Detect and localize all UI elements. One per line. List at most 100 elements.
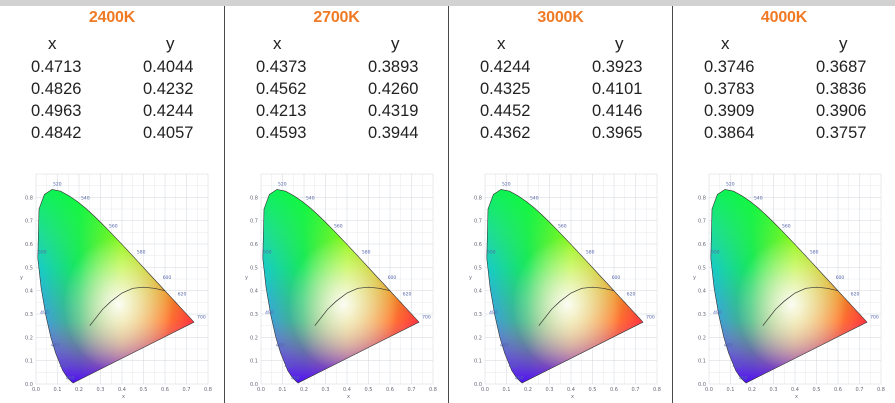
coordinate-row: 0.4325 0.4101 xyxy=(449,80,672,102)
x-tick-label: 0.3 xyxy=(546,387,554,393)
coordinate-row: 0.3783 0.3836 xyxy=(673,80,895,102)
y-tick-label: 0.0 xyxy=(25,382,33,388)
y-value: 0.4232 xyxy=(143,80,194,98)
x-tick-label: 0.7 xyxy=(183,387,191,393)
y-tick-label: 0.1 xyxy=(250,359,258,365)
chromaticity-diagram: 520 540 560 580 600 620 700 500 490 480 470 460 0.0 0… xyxy=(241,168,445,400)
x-tick-label: 0.1 xyxy=(279,387,287,393)
x-value: 0.3909 xyxy=(704,102,755,120)
y-tick-label: 0.2 xyxy=(25,335,33,341)
spectral-locus xyxy=(262,189,420,384)
y-tick-label: 0.6 xyxy=(25,242,33,248)
x-tick-label: 0.4 xyxy=(343,387,351,393)
wavelength-label: 500 xyxy=(38,249,47,255)
y-header: y xyxy=(615,34,624,53)
coordinate-header: x y xyxy=(0,34,224,56)
temperature-heading: 3000K xyxy=(537,9,584,26)
x-tick-label: 0.2 xyxy=(524,387,532,393)
coordinate-header: x y xyxy=(673,34,895,56)
x-tick-label: 0.6 xyxy=(386,387,394,393)
y-axis-label: y xyxy=(20,275,23,281)
wavelength-label: 540 xyxy=(306,196,315,202)
wavelength-label: 600 xyxy=(836,275,845,281)
y-axis-label: y xyxy=(245,275,248,281)
wavelength-label: 480 xyxy=(724,343,733,349)
spec-table: 2400K x y 0.4713 0.4044 0.4826 0.4232 0.49… xyxy=(0,6,895,403)
coordinate-row: 0.4562 0.4260 xyxy=(225,80,448,102)
x-tick-label: 0.0 xyxy=(32,387,40,393)
x-tick-label: 0.2 xyxy=(75,387,83,393)
y-value: 0.4101 xyxy=(592,80,643,98)
spectral-locus xyxy=(486,189,644,384)
wavelength-label: 460 xyxy=(291,375,300,381)
wavelength-label: 540 xyxy=(754,196,763,202)
wavelength-label: 500 xyxy=(263,249,272,255)
x-value: 0.4362 xyxy=(480,124,531,142)
column-4000k: 4000K x y 0.3746 0.3687 0.3783 0.3836 0.39… xyxy=(672,6,895,403)
y-tick-label: 0.7 xyxy=(250,219,258,225)
wavelength-label: 600 xyxy=(612,275,621,281)
wavelength-label: 540 xyxy=(81,196,90,202)
x-value: 0.3783 xyxy=(704,80,755,98)
y-tick-label: 0.1 xyxy=(25,359,33,365)
wavelength-label: 480 xyxy=(500,343,509,349)
wavelength-label: 540 xyxy=(530,196,539,202)
x-header: x xyxy=(48,34,57,53)
wavelength-label: 490 xyxy=(713,310,722,316)
wavelength-label: 600 xyxy=(388,275,397,281)
wavelength-label: 460 xyxy=(739,375,748,381)
temperature-heading: 4000K xyxy=(760,9,808,26)
y-tick-label: 0.8 xyxy=(250,195,258,201)
coordinate-row: 0.4963 0.4244 xyxy=(0,102,224,124)
x-tick-label: 0.4 xyxy=(791,387,799,393)
y-axis-label: y xyxy=(469,275,472,281)
x-tick-label: 0.1 xyxy=(54,387,62,393)
x-tick-label: 0.3 xyxy=(97,387,105,393)
y-value: 0.3944 xyxy=(368,124,419,142)
planckian-locus xyxy=(538,286,615,326)
x-tick-label: 0.5 xyxy=(140,387,148,393)
x-tick-label: 0.7 xyxy=(408,387,416,393)
y-header: y xyxy=(391,34,400,53)
wavelength-label: 490 xyxy=(489,310,498,316)
coordinate-rows: 0.3746 0.3687 0.3783 0.3836 0.3909 0.3906 0… xyxy=(673,58,895,146)
coordinate-row: 0.4842 0.4057 xyxy=(0,124,224,146)
y-tick-label: 0.2 xyxy=(474,335,482,341)
coordinate-row: 0.4452 0.4146 xyxy=(449,102,672,124)
y-value: 0.4057 xyxy=(143,124,194,142)
x-value: 0.4842 xyxy=(31,124,82,142)
y-tick-label: 0.0 xyxy=(250,382,258,388)
y-header: y xyxy=(166,34,175,53)
x-tick-label: 0.6 xyxy=(610,387,618,393)
wavelength-label: 560 xyxy=(109,224,118,230)
x-axis-label: x xyxy=(347,394,350,400)
x-value: 0.4452 xyxy=(480,102,531,120)
wavelength-label: 600 xyxy=(163,275,172,281)
wavelength-label: 490 xyxy=(265,310,274,316)
y-header: y xyxy=(839,34,848,53)
y-value: 0.4244 xyxy=(143,102,194,120)
y-value: 0.4044 xyxy=(143,58,194,76)
y-tick-label: 0.7 xyxy=(474,219,482,225)
y-tick-label: 0.8 xyxy=(698,195,706,201)
wavelength-label: 470 xyxy=(285,364,294,370)
y-value: 0.3893 xyxy=(368,58,419,76)
y-tick-label: 0.4 xyxy=(250,289,258,295)
planckian-locus xyxy=(314,286,391,326)
x-tick-label: 0.8 xyxy=(877,387,885,393)
x-tick-label: 0.1 xyxy=(503,387,511,393)
y-value: 0.4146 xyxy=(592,102,643,120)
x-tick-label: 0.6 xyxy=(161,387,169,393)
coordinate-row: 0.4362 0.3965 xyxy=(449,124,672,146)
y-tick-label: 0.7 xyxy=(698,219,706,225)
wavelength-label: 700 xyxy=(870,315,879,321)
y-tick-label: 0.0 xyxy=(474,382,482,388)
wavelength-label: 470 xyxy=(733,364,742,370)
y-tick-label: 0.2 xyxy=(250,335,258,341)
wavelength-label: 620 xyxy=(403,291,412,297)
wavelength-label: 460 xyxy=(515,375,524,381)
coordinate-row: 0.4373 0.3893 xyxy=(225,58,448,80)
